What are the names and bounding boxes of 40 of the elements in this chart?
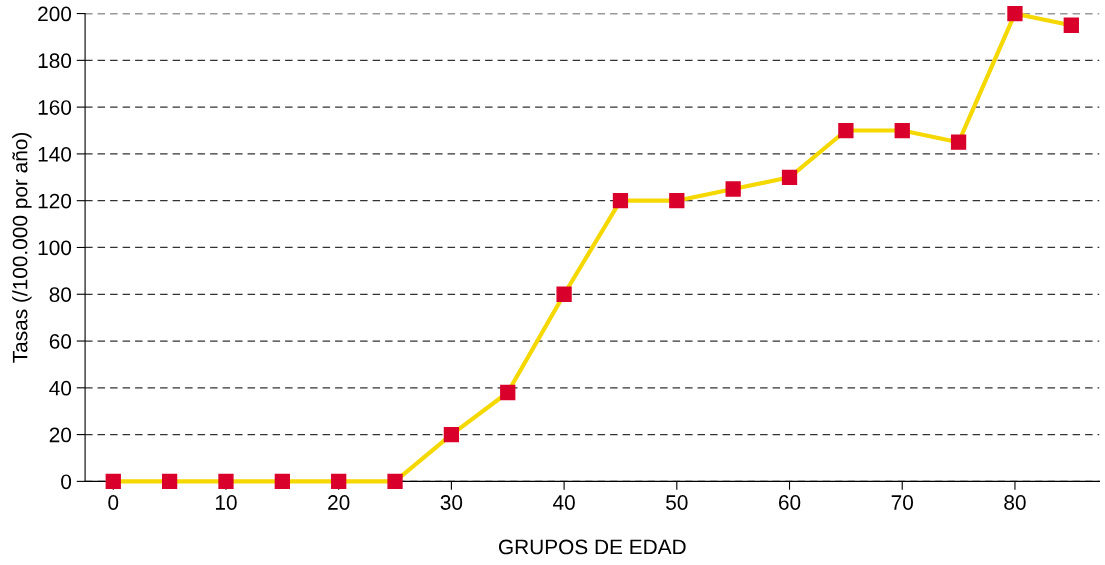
- y-tick-label: 60: [49, 334, 72, 349]
- x-tick-label: 60: [779, 495, 801, 510]
- point: [331, 473, 347, 490]
- point: [894, 122, 910, 139]
- x-tick-label: 10: [215, 495, 237, 510]
- point: [612, 193, 629, 209]
- x-tick-label: 30: [440, 495, 463, 510]
- y-tick-label: 0: [61, 474, 72, 490]
- point: [950, 134, 967, 150]
- point: [443, 426, 460, 443]
- x-tick-label: 0: [108, 495, 119, 510]
- point: [161, 473, 178, 490]
- y-tick-label: 140: [38, 146, 72, 162]
- y-tick-label: 200: [38, 6, 72, 22]
- point: [1063, 17, 1079, 33]
- y-tick-label: 180: [38, 53, 72, 69]
- point: [838, 122, 854, 139]
- point: [556, 286, 572, 302]
- y-tick-label: 100: [38, 240, 72, 256]
- y-tick-label: 40: [49, 380, 72, 396]
- y-tick-label: 160: [38, 100, 72, 115]
- x-tick-label: 70: [891, 495, 914, 510]
- point: [105, 473, 121, 490]
- x-tick-label: 50: [666, 495, 688, 510]
- point: [1007, 5, 1023, 22]
- x-tick-label: 80: [1004, 495, 1026, 510]
- point: [218, 473, 234, 490]
- point: [725, 181, 741, 197]
- y-tick-label: 20: [49, 427, 72, 443]
- y-tick-label: 120: [38, 193, 72, 209]
- point: [669, 193, 685, 209]
- x-tick-label: 20: [328, 495, 350, 510]
- point: [500, 384, 516, 401]
- y-tick-label: 80: [49, 287, 72, 303]
- point: [781, 169, 798, 185]
- point: [387, 473, 403, 490]
- x-axis-title: GRUPOS DE EDAD: [498, 539, 686, 555]
- x-tick-label: 40: [553, 495, 575, 510]
- point: [274, 473, 290, 490]
- y-axis-title: Tasas (/100.000 por año): [12, 132, 32, 363]
